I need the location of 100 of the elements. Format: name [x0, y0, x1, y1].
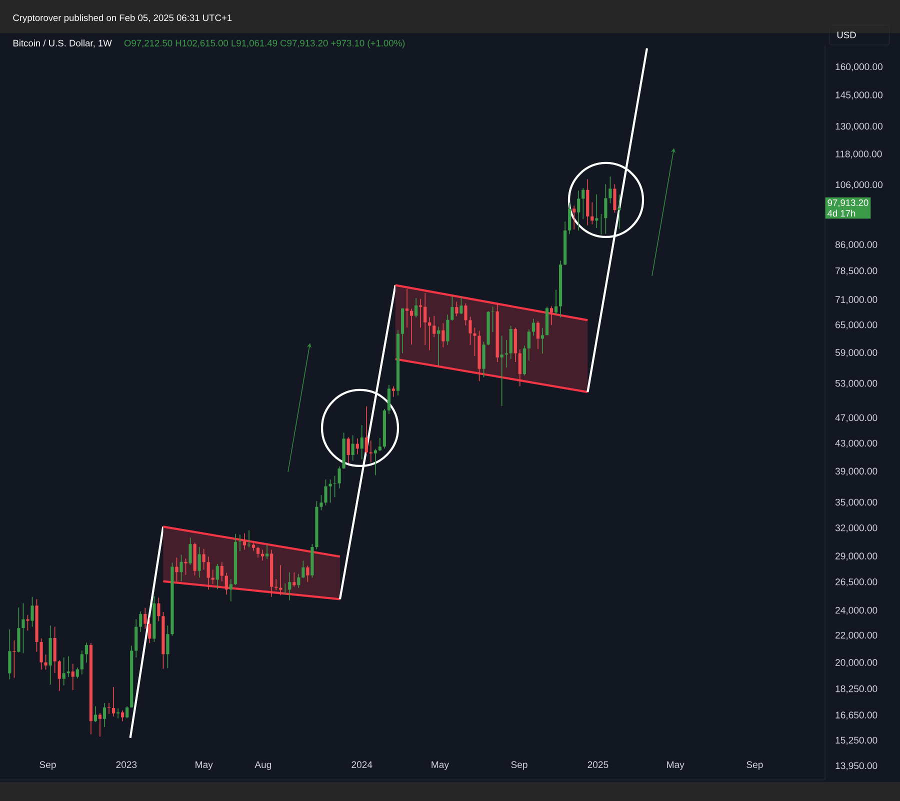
- candlestick: [374, 448, 377, 476]
- candlestick: [582, 188, 585, 220]
- text: Cryptorover published on Feb 05, 2025 06:31 UTC+1: [13, 14, 232, 23]
- y-tick-label: 32,000.00: [835, 524, 878, 532]
- candlestick: [188, 537, 192, 566]
- annotation: O97,212.50 H102,615.00 L91,061.49 C97,913.20 +973.10 (+1.00%): [124, 40, 405, 48]
- candlestick: [442, 322, 445, 348]
- candlestick: [84, 642, 88, 664]
- candlestick: [577, 190, 580, 231]
- candlestick: [144, 607, 147, 630]
- candlestick: [126, 706, 129, 719]
- candlestick: [202, 548, 206, 570]
- candlestick: [338, 466, 341, 489]
- candlestick: [292, 572, 296, 588]
- x-tick-label: 2023: [116, 761, 137, 768]
- candlestick: [175, 557, 178, 582]
- candlestick: [71, 663, 74, 691]
- candlestick: [26, 614, 30, 631]
- candlestick: [229, 578, 232, 602]
- candlestick: [134, 618, 138, 658]
- candlestick: [180, 554, 183, 582]
- candlestick: [288, 572, 292, 601]
- candlestick: [455, 301, 458, 317]
- candlestick: [306, 565, 310, 582]
- candlestick: [608, 176, 612, 204]
- y-tick-label: 18,250.00: [836, 685, 878, 694]
- text: 4d 17h: [827, 210, 856, 217]
- candlestick: [274, 578, 278, 591]
- candlestick: [102, 702, 106, 728]
- candlestick: [260, 549, 264, 562]
- candlestick: [157, 597, 160, 622]
- x-tick-label: 2024: [352, 761, 372, 768]
- y-tick-label: 22,000.00: [836, 632, 878, 640]
- candlestick: [437, 326, 440, 366]
- candlestick: [116, 708, 120, 719]
- x-tick-label: Aug: [254, 761, 272, 770]
- candlestick: [346, 436, 350, 464]
- candlestick: [527, 329, 530, 361]
- y-tick-label: 145,000.00: [836, 92, 883, 100]
- candlestick: [595, 194, 598, 228]
- y-tick-label: 20,000.00: [836, 659, 878, 668]
- candlestick: [284, 583, 287, 595]
- y-tick-label: 39,000.00: [835, 468, 878, 476]
- candlestick: [8, 628, 12, 680]
- candlestick: [198, 546, 201, 578]
- candlestick: [324, 479, 328, 506]
- candlestick: [356, 438, 359, 455]
- x-tick-label: 2025: [588, 761, 608, 768]
- candlestick: [224, 572, 228, 595]
- y-tick-label: 160,000.00: [836, 63, 883, 72]
- candlestick: [94, 706, 98, 722]
- candlestick: [450, 296, 454, 322]
- y-tick-label: 24,000.00: [836, 606, 878, 615]
- text: USD: [837, 32, 856, 38]
- candlestick: [618, 194, 621, 230]
- candlestick: [333, 475, 336, 498]
- candlestick: [112, 686, 116, 717]
- chart-title: Bitcoin / U.S. Dollar, 1W: [13, 40, 112, 48]
- candlestick: [369, 440, 372, 463]
- y-tick-label: 47,000.00: [835, 414, 878, 422]
- candlestick: [17, 607, 20, 653]
- candlestick: [40, 638, 43, 670]
- y-tick-label: 130,000.00: [836, 122, 883, 131]
- candlestick: [220, 562, 224, 582]
- candlestick: [590, 202, 594, 225]
- candlestick: [446, 314, 450, 346]
- candlestick: [148, 617, 152, 644]
- candlestick: [107, 702, 111, 714]
- y-tick-label: 106,000.00: [836, 181, 883, 190]
- candlestick: [473, 327, 476, 356]
- candlestick: [568, 202, 572, 234]
- candlestick: [121, 710, 124, 722]
- candlestick: [378, 437, 382, 452]
- candlestick: [76, 667, 79, 679]
- y-tick-label: 16,650.00: [836, 712, 878, 720]
- candlestick: [66, 656, 70, 678]
- candlestick: [247, 530, 251, 548]
- y-tick-label: 53,000.00: [835, 380, 878, 388]
- x-tick-label: May: [196, 761, 213, 770]
- y-tick-label: 71,000.00: [836, 296, 878, 304]
- x-tick-label: May: [432, 761, 449, 770]
- candlestick: [554, 289, 558, 315]
- candlestick: [410, 308, 414, 345]
- x-tick-label: Sep: [40, 761, 56, 770]
- candlestick: [139, 611, 142, 632]
- candlestick: [460, 296, 463, 315]
- y-tick-label: 118,000.00: [836, 150, 882, 159]
- candlestick: [424, 292, 427, 346]
- candlestick: [432, 315, 436, 338]
- candlestick: [491, 306, 494, 332]
- candlestick: [360, 424, 364, 460]
- candlestick: [500, 335, 504, 406]
- candlestick: [419, 298, 422, 328]
- x-tick-label: Sep: [746, 761, 763, 770]
- candlestick: [22, 602, 25, 654]
- candlestick: [320, 494, 323, 511]
- candlestick: [536, 320, 540, 350]
- candlestick: [604, 184, 608, 234]
- candlestick: [464, 302, 468, 326]
- candlestick: [518, 348, 522, 387]
